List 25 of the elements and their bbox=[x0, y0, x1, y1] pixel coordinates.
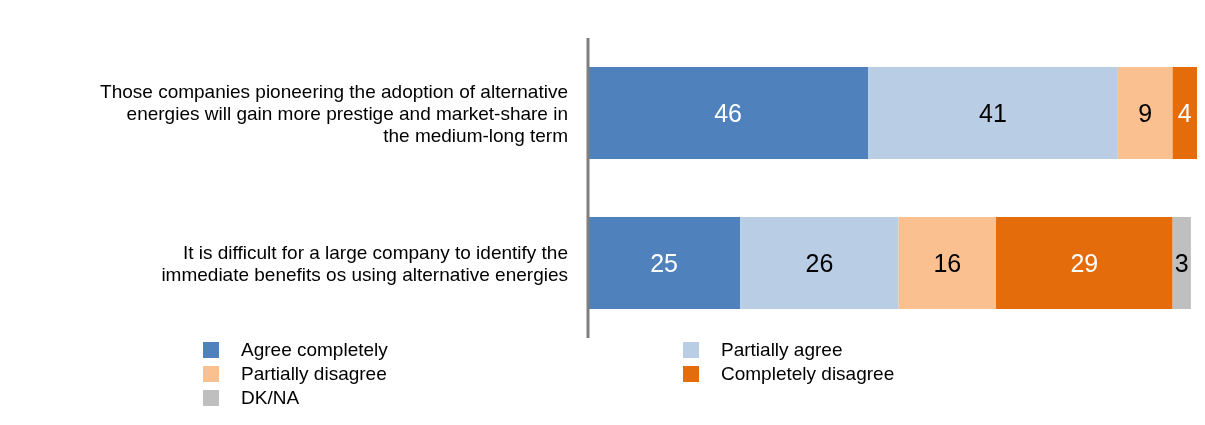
data-label: 3 bbox=[1174, 248, 1189, 277]
legend-label: Partially disagree bbox=[241, 363, 387, 385]
bar bbox=[588, 67, 869, 159]
legend-label: Completely disagree bbox=[721, 363, 895, 385]
bar bbox=[868, 67, 1118, 159]
y-tick-label: Those companies pioneering the adoption of alternative energies will gain more prestige and market-share in the medium-long term bbox=[100, 80, 568, 146]
bar bbox=[1172, 67, 1197, 159]
data-label: 46 bbox=[714, 98, 742, 127]
bar bbox=[1172, 217, 1191, 309]
y-tick-label: It is difficult for a large company to identify the immediate benefits os using alternative energies bbox=[161, 241, 568, 285]
legend-label: Partially agree bbox=[721, 339, 843, 361]
bar bbox=[740, 217, 899, 309]
bar bbox=[996, 217, 1173, 309]
data-label: 25 bbox=[650, 248, 679, 277]
bar bbox=[1117, 67, 1173, 159]
bar bbox=[898, 217, 997, 309]
legend-label: Agree completely bbox=[241, 339, 388, 361]
bar bbox=[588, 217, 741, 309]
data-label: 16 bbox=[933, 248, 962, 277]
data-label: 4 bbox=[1177, 98, 1192, 127]
data-label: 9 bbox=[1138, 98, 1153, 127]
data-label: 26 bbox=[805, 248, 834, 277]
data-label: 41 bbox=[979, 98, 1007, 127]
legend-label: DK/NA bbox=[241, 387, 300, 409]
data-label: 29 bbox=[1070, 248, 1099, 277]
